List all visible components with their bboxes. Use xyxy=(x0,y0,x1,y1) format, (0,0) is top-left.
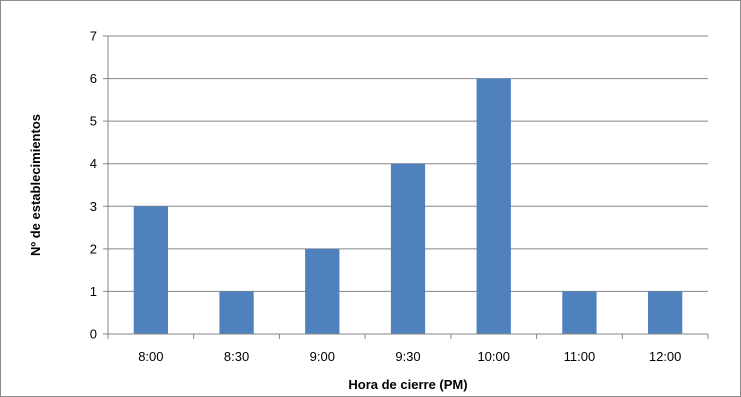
y-tick-label: 1 xyxy=(90,284,97,299)
x-tick-label: 10:00 xyxy=(477,349,510,364)
bar-9:00 xyxy=(305,248,340,334)
gridlines xyxy=(108,35,708,292)
bar-11:00 xyxy=(562,291,597,334)
y-axis-title: Nº de establecimientos xyxy=(28,114,43,256)
x-tick-label: 11:00 xyxy=(564,349,596,364)
x-tick-label: 9:00 xyxy=(310,349,335,364)
axes xyxy=(103,35,709,339)
x-axis-title: Hora de cierre (PM) xyxy=(348,377,467,392)
bar-8:30 xyxy=(219,291,254,334)
x-tick-label: 9:30 xyxy=(395,349,420,364)
bars xyxy=(133,78,683,334)
bar-12:00 xyxy=(648,291,683,334)
y-tick-label: 5 xyxy=(90,114,97,129)
x-tick-label: 8:00 xyxy=(138,349,163,364)
y-tick-label: 4 xyxy=(90,156,97,171)
bar-10:00 xyxy=(476,78,511,334)
y-tick-label: 0 xyxy=(90,327,97,342)
x-tick-label: 12:00 xyxy=(649,349,682,364)
y-tick-label: 6 xyxy=(90,71,97,86)
y-tick-label: 2 xyxy=(90,241,97,256)
x-tick-labels: 8:00 8:30 9:00 9:30 10:00 11:00 12:00 xyxy=(138,349,681,364)
x-tick-label: 8:30 xyxy=(224,349,249,364)
bar-9:30 xyxy=(390,163,426,334)
bar-8:00 xyxy=(133,206,168,334)
y-tick-labels: 0 1 2 3 4 5 6 7 xyxy=(90,29,97,342)
y-tick-label: 7 xyxy=(90,29,97,44)
y-tick-label: 3 xyxy=(90,199,97,214)
